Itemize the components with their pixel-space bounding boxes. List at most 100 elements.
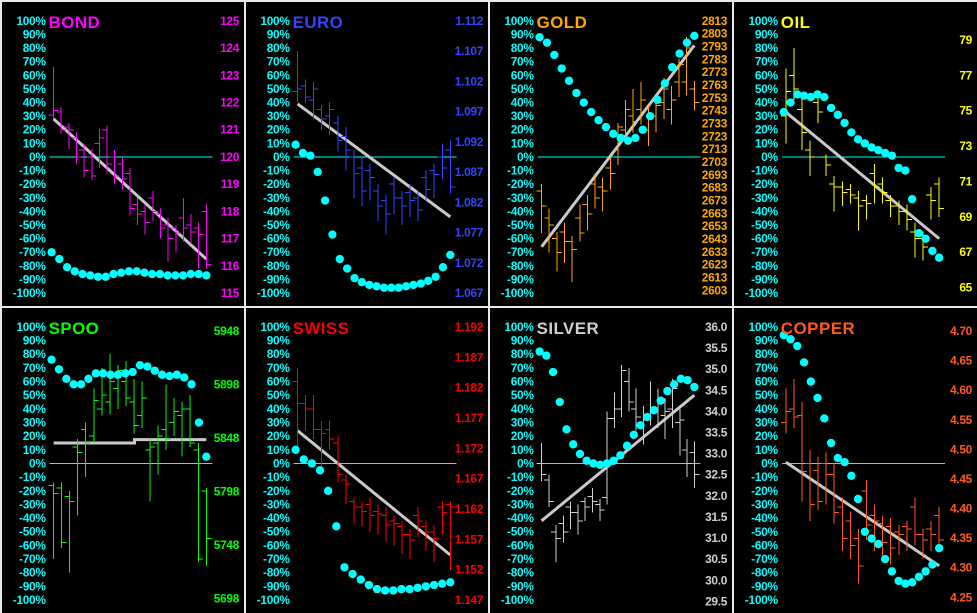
price-bar — [413, 191, 424, 221]
left-axis-tick-label: -20% — [751, 177, 778, 191]
left-axis-tick-label: 70% — [23, 55, 47, 69]
cycle-dot — [335, 254, 344, 264]
cycle-dot — [535, 33, 544, 42]
cycle-dot — [860, 527, 870, 536]
price-bar — [80, 422, 91, 478]
price-bar — [567, 235, 578, 283]
price-bar — [861, 195, 872, 220]
right-axis-tick-label: 33.0 — [705, 447, 728, 461]
left-axis-tick-label: -50% — [263, 525, 290, 539]
cycle-dot — [668, 62, 677, 72]
price-bar — [536, 443, 547, 482]
chart-panel-silver: 100% 90% 80% 70% 60% 50% 40% 30% 20% 10% 0% -10% -20… — [488, 306, 732, 613]
cycle-dot — [669, 380, 679, 389]
cycle-dot — [313, 167, 322, 177]
panel-canvas-swiss: 100%90%80%70%60%50%40%30%20%10%0%-10%-20… — [257, 319, 484, 607]
left-axis-tick-label: 0% — [761, 456, 778, 470]
cycle-dot — [894, 163, 903, 173]
cycle-dot — [315, 466, 325, 475]
price-bar — [901, 520, 912, 551]
cycle-dot — [907, 195, 917, 204]
cycle-dot — [62, 374, 71, 384]
cycle-dot — [172, 370, 182, 379]
cycle-dot — [365, 280, 374, 290]
cycle-dot — [676, 374, 686, 384]
right-axis-tick-label: 4.70 — [950, 324, 973, 338]
left-axis-tick-label: -10% — [263, 164, 290, 178]
price-bar — [623, 367, 634, 412]
left-axis-tick-label: 90% — [755, 27, 779, 41]
left-axis-tick-label: 80% — [755, 41, 779, 55]
panel-canvas-bond: 100%90%80%70%60%50%40%30%20%10%0%-10%-20… — [13, 13, 240, 300]
price-bar — [437, 143, 448, 179]
left-axis-tick-label: -50% — [19, 525, 46, 539]
right-axis-tick-label: 125 — [220, 14, 240, 28]
price-bar — [201, 488, 212, 566]
cycle-dot — [569, 440, 578, 449]
right-axis-tick-label: 5798 — [214, 485, 240, 499]
price-bar — [186, 214, 196, 245]
price-bar — [316, 105, 327, 130]
price-bar — [666, 86, 677, 125]
price-bar — [405, 529, 416, 560]
right-axis-tick-label: 1.067 — [455, 286, 484, 300]
price-bar — [821, 154, 832, 177]
price-bar — [163, 218, 174, 262]
cycle-dot — [438, 579, 447, 588]
price-bar — [308, 395, 319, 439]
price-bar — [397, 191, 408, 226]
price-bar — [594, 498, 605, 521]
cycle-dot — [328, 230, 337, 239]
left-axis-tick-label: -70% — [751, 552, 778, 566]
cycle-dot — [609, 129, 618, 139]
price-bar — [155, 208, 166, 239]
price-bar — [421, 520, 432, 551]
left-axis-tick-label: 70% — [267, 55, 291, 69]
price-bar — [605, 156, 616, 190]
price-bar — [582, 195, 593, 231]
cycle-dot — [799, 91, 809, 100]
left-axis-tick-label: -20% — [507, 177, 534, 191]
cycle-dot — [682, 38, 692, 47]
right-axis-tick-label: 75 — [959, 104, 972, 118]
price-bar — [788, 48, 799, 100]
price-bar — [102, 125, 112, 174]
cycle-dot — [799, 358, 809, 367]
left-axis-tick-label: -60% — [19, 232, 46, 246]
chart-panel-swiss: 100% 90% 80% 70% 60% 50% 40% 30% 20% 10% 0% -10% -20… — [244, 306, 488, 613]
trend-line — [784, 460, 940, 568]
cycle-dot — [76, 380, 86, 389]
left-axis-tick-label: 60% — [755, 375, 779, 389]
left-axis-tick-label: -50% — [507, 218, 534, 232]
price-bar — [48, 67, 59, 119]
right-axis-tick-label: 79 — [959, 33, 972, 47]
right-axis-tick-label: 2673 — [702, 193, 728, 207]
cycle-dot — [921, 567, 930, 576]
left-axis-tick-label: -80% — [263, 259, 290, 273]
left-axis-tick-label: -10% — [507, 470, 534, 484]
left-axis-tick-label: 100% — [16, 14, 46, 28]
left-axis-tick-label: 100% — [260, 320, 290, 334]
left-axis-tick-label: -90% — [19, 579, 46, 593]
left-axis-tick-label: -20% — [751, 484, 778, 498]
left-axis-tick-label: 40% — [755, 402, 779, 416]
cycle-dot — [416, 279, 426, 288]
left-axis-tick-label: 0% — [517, 150, 534, 164]
chart-panel-gold: 100% 90% 80% 70% 60% 50% 40% 30% 20% 10% 0% -10% -20… — [488, 0, 732, 306]
right-axis-tick-label: 77 — [959, 68, 972, 82]
left-axis-tick-label: -90% — [263, 579, 290, 593]
left-axis-tick-label: -70% — [19, 552, 46, 566]
price-bar — [559, 222, 570, 264]
right-axis-tick-label: 5748 — [214, 538, 240, 552]
cycle-dot — [150, 366, 159, 375]
cycle-dot — [535, 347, 544, 356]
right-axis-tick-label: 2633 — [702, 245, 728, 259]
cycle-dot — [364, 580, 374, 590]
left-axis-tick-label: 20% — [511, 123, 535, 137]
cycle-dot — [348, 569, 357, 579]
cycle-dot — [793, 341, 802, 351]
left-axis-tick-label: 80% — [511, 347, 535, 361]
right-axis-tick-label: 5948 — [214, 324, 240, 338]
left-axis-tick-label: -80% — [507, 566, 534, 580]
left-axis-tick-label: 90% — [755, 334, 779, 348]
